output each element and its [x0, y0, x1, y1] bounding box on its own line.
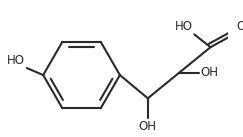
Text: O: O: [236, 20, 243, 32]
Text: HO: HO: [175, 20, 193, 32]
Text: OH: OH: [139, 120, 157, 133]
Text: HO: HO: [7, 54, 25, 67]
Text: OH: OH: [200, 66, 218, 79]
